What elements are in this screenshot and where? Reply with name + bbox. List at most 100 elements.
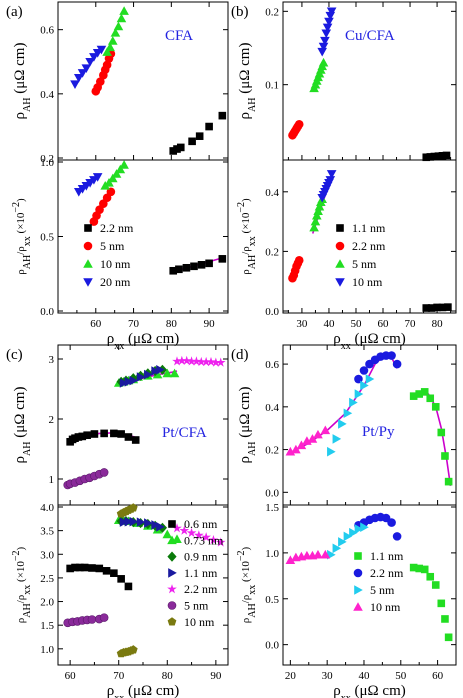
ylabel-top: ρAH (μΩ cm) [237, 387, 258, 464]
data-point [102, 47, 112, 56]
data-point [433, 303, 441, 312]
ytick-label: 1 [49, 474, 55, 486]
data-point [90, 430, 99, 438]
data-point [111, 169, 122, 178]
data-point [313, 206, 323, 215]
ytick-label: 2.5 [40, 573, 54, 585]
ytick-label: 0.0 [265, 640, 279, 652]
data-point [437, 599, 446, 608]
legend-marker [167, 617, 177, 626]
legend-label: 1.1 nm [352, 221, 386, 235]
xtick-label: 80 [162, 670, 174, 682]
series-5-nm [309, 57, 329, 232]
legend-marker [353, 602, 363, 611]
data-point [441, 615, 449, 623]
data-point [422, 153, 431, 162]
data-point [129, 516, 139, 527]
legend-label: 2.2 nm [352, 239, 386, 253]
ytick-label: 0.1 [265, 80, 279, 92]
data-point [172, 356, 182, 366]
data-point [181, 355, 192, 365]
data-point [317, 47, 327, 57]
legend-marker [335, 241, 345, 251]
xlabel: ρxx (μΩ cm) [333, 331, 406, 352]
series-5-nm [89, 49, 116, 226]
legend-marker [84, 224, 92, 232]
data-point [332, 434, 342, 444]
data-point [409, 392, 418, 400]
data-point [444, 633, 453, 642]
ylabel-bottom: ρAH/ρxx (×10−2) [236, 546, 258, 623]
data-point [415, 564, 423, 573]
ytick-label: 0.6 [40, 25, 54, 37]
ytick-label: 0.0 [265, 306, 279, 318]
data-point [211, 357, 221, 367]
legend-label: 2.2 nm [184, 582, 218, 596]
xtick-label: 80 [432, 318, 444, 330]
ylabel-bottom: ρAH/ρxx (×10−2) [11, 198, 33, 275]
data-point [438, 303, 447, 312]
ytick-label: 0.4 [265, 402, 279, 414]
data-point [360, 522, 369, 532]
legend-label: 5 nm [100, 239, 125, 253]
panel-d: 20 30 40 50 60 0.0 0.2 0.4 0.6 0.0 0.5 1.0 1.5 1.1 nm… [231, 344, 457, 698]
series-0.6-nm [66, 429, 140, 591]
data-point [71, 563, 79, 572]
data-point [427, 304, 436, 312]
xtick-label: 80 [166, 318, 178, 330]
data-point [349, 527, 358, 538]
xlabel: ρxx (μΩ cm) [107, 683, 180, 698]
ylabel-bottom: ρAH/ρxx (×10−2) [236, 198, 258, 275]
ytick-label: 1.0 [40, 157, 54, 169]
data-point [70, 80, 80, 90]
series-2.2-nm [354, 351, 402, 541]
data-point [119, 160, 129, 169]
legend-marker [354, 585, 363, 595]
ytick-label: 0.0 [40, 306, 54, 318]
data-point [115, 164, 126, 174]
data-point [152, 369, 163, 379]
panel-label: (d) [231, 347, 249, 363]
data-point [73, 73, 84, 83]
legend-label: 0.9 nm [184, 550, 218, 564]
data-point [360, 380, 369, 391]
data-point [326, 170, 337, 179]
xtick-label: 20 [285, 670, 297, 682]
data-point [444, 303, 452, 311]
data-point [205, 259, 213, 268]
xtick-label: 50 [350, 318, 362, 330]
data-point [201, 532, 211, 542]
data-point [117, 430, 125, 438]
series-2.2-nm [288, 119, 304, 283]
data-point [96, 77, 105, 86]
data-point [291, 444, 301, 454]
xlabel: ρxx (μΩ cm) [333, 683, 406, 698]
data-point [175, 265, 183, 274]
data-point [354, 389, 364, 399]
data-point [110, 569, 118, 577]
series-10-nm [116, 503, 138, 658]
data-point [322, 23, 333, 33]
data-point [215, 357, 226, 367]
data-point [343, 408, 353, 419]
series-5-nm [63, 468, 109, 628]
data-point [77, 69, 88, 78]
data-point [74, 433, 83, 441]
data-point [392, 532, 402, 541]
legend-marker [168, 568, 177, 578]
xtick-label: 90 [204, 318, 216, 330]
data-point [332, 543, 342, 554]
ytick-label: 0.4 [40, 89, 54, 101]
data-point [422, 304, 431, 312]
data-point [124, 377, 134, 387]
data-point [218, 255, 227, 263]
legend-marker [167, 601, 177, 610]
data-point [285, 555, 296, 565]
xtick-label: 30 [296, 318, 308, 330]
xtick-label: 90 [210, 670, 222, 682]
data-point [338, 537, 347, 547]
data-point [188, 137, 196, 146]
xtick-label: 40 [323, 318, 335, 330]
data-point [191, 356, 202, 366]
legend-marker [335, 259, 345, 268]
